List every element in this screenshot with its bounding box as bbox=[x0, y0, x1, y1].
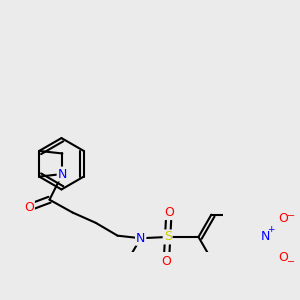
Text: −: − bbox=[286, 257, 295, 267]
Text: S: S bbox=[164, 230, 172, 244]
Text: O: O bbox=[164, 206, 174, 219]
Text: N: N bbox=[261, 230, 270, 244]
Text: +: + bbox=[267, 225, 275, 234]
Text: O: O bbox=[278, 251, 288, 264]
Text: O: O bbox=[278, 212, 288, 226]
Text: N: N bbox=[58, 167, 67, 181]
Text: N: N bbox=[136, 232, 146, 245]
Text: O: O bbox=[24, 201, 34, 214]
Text: O: O bbox=[161, 255, 171, 268]
Text: −: − bbox=[286, 211, 295, 221]
